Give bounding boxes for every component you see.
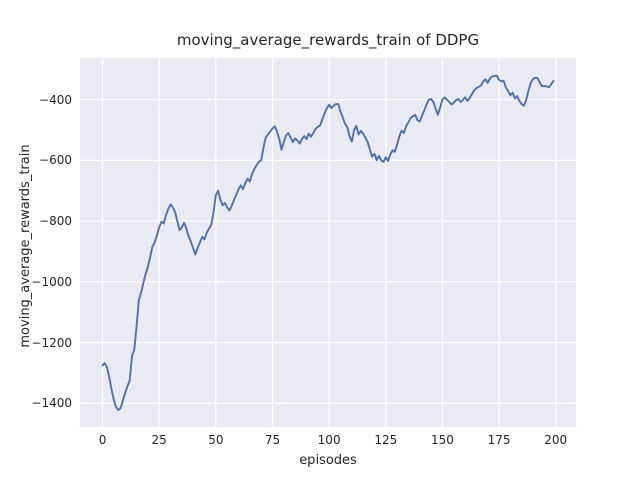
x-tick-label: 200 xyxy=(544,433,568,447)
x-tick-label: 0 xyxy=(98,433,107,447)
y-tick-label: −600 xyxy=(39,153,72,168)
chart-title: moving_average_rewards_train of DDPG xyxy=(176,31,480,49)
x-tick-label: 125 xyxy=(374,433,398,447)
y-tick-label: −1400 xyxy=(31,396,72,411)
chart-canvas xyxy=(80,58,576,427)
y-tick-label: −1200 xyxy=(31,335,72,350)
x-tick-label: 50 xyxy=(208,433,224,447)
y-tick-label: −400 xyxy=(39,92,72,107)
x-axis-label: episodes xyxy=(299,453,357,468)
y-tick-label: −1000 xyxy=(31,274,72,289)
plot-background xyxy=(80,58,576,427)
reward-line xyxy=(101,74,555,411)
x-tick-label: 25 xyxy=(151,433,167,447)
x-tick-label: 150 xyxy=(430,433,454,447)
y-tick-label: −800 xyxy=(39,214,72,229)
x-tick-label: 75 xyxy=(264,433,281,447)
y-axis-label-text: moving_average_rewards_train xyxy=(18,144,33,348)
x-tick-label: 100 xyxy=(317,433,341,447)
x-tick-label: 175 xyxy=(487,433,511,447)
plot-area xyxy=(80,58,576,427)
